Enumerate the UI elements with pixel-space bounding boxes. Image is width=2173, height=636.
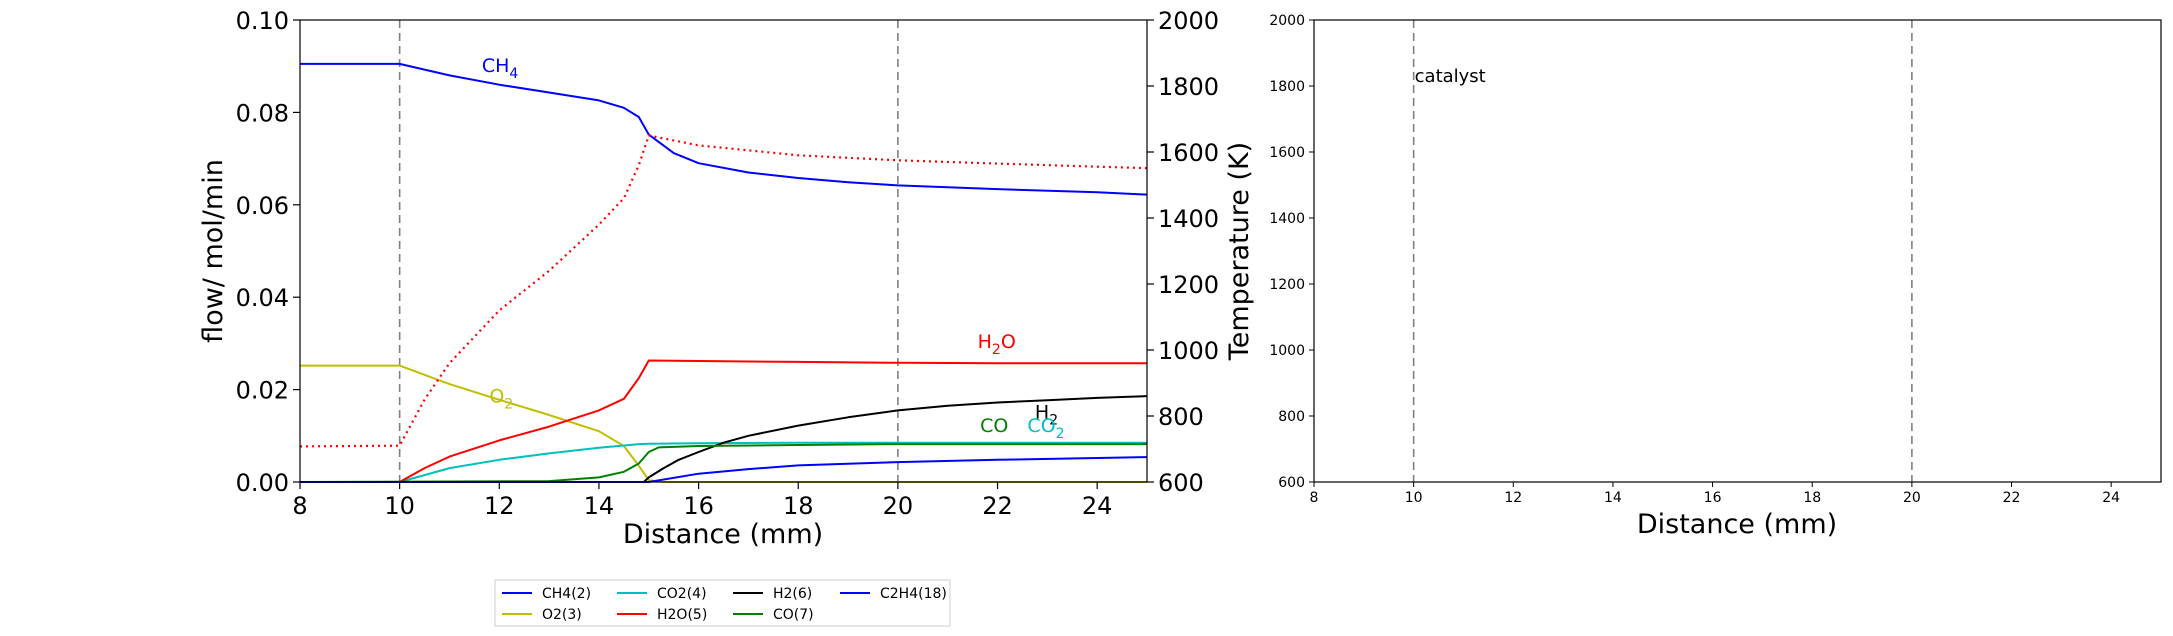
right-catalyst-lines <box>1414 20 1912 482</box>
x-tick-label: 20 <box>1903 490 1921 506</box>
y-tick-label: 0.02 <box>236 377 289 405</box>
left-y2-ticks: 600 800 1000 1200 1400 1600 1800 2000 <box>1147 7 1219 497</box>
x-tick-label: 14 <box>584 492 615 520</box>
y-tick-label: 600 <box>1278 475 1305 491</box>
x-tick-label: 18 <box>783 492 814 520</box>
legend-label: O2(3) <box>542 607 582 623</box>
x-tick-label: 22 <box>2003 490 2021 506</box>
y-tick-label: 0.04 <box>236 284 289 312</box>
left-x-axis-label: Distance (mm) <box>623 519 823 550</box>
left-x-ticks: 8 10 12 14 16 18 20 22 24 <box>292 482 1112 520</box>
x-tick-label: 18 <box>1803 490 1821 506</box>
y2-tick-label: 1800 <box>1158 73 1219 101</box>
series-line-co-7 <box>300 444 1147 482</box>
legend-label: H2O(5) <box>657 607 707 623</box>
right-x-ticks: 8 10 12 14 16 18 20 22 24 <box>1310 482 2121 506</box>
left-catalyst-lines <box>400 20 898 482</box>
x-tick-label: 8 <box>1310 490 1319 506</box>
series-line-h2o-5 <box>300 361 1147 483</box>
species-label-co2: CO2 <box>1027 415 1064 442</box>
x-tick-label: 10 <box>1405 490 1423 506</box>
legend: CH4(2) O2(3) CO2(4) H2O(5) H2(6) CO(7) C2H4(18… <box>495 580 950 626</box>
y-tick-label: 1800 <box>1269 79 1305 95</box>
legend-label: CH4(2) <box>542 586 591 602</box>
y2-tick-label: 2000 <box>1158 7 1219 35</box>
series-line-c2h4-18 <box>300 457 1147 482</box>
x-tick-label: 14 <box>1604 490 1622 506</box>
species-label-o2: O2 <box>489 386 513 413</box>
y-tick-label: 0.08 <box>236 99 289 127</box>
x-tick-label: 16 <box>1704 490 1722 506</box>
legend-label: CO2(4) <box>657 586 707 602</box>
y2-tick-label: 1600 <box>1158 139 1219 167</box>
x-tick-label: 16 <box>683 492 714 520</box>
right-annotations: catalyst <box>1415 66 1486 87</box>
left-y2-axis-label: Temperature (K) <box>1224 142 1255 361</box>
right-plot-frame <box>1314 20 2161 482</box>
y2-tick-label: 800 <box>1158 403 1204 431</box>
left-series-group <box>300 64 1147 482</box>
right-chart: 8 10 12 14 16 18 20 22 24 600 800 1000 1200 1400 1600… <box>1269 13 2161 540</box>
y2-tick-label: 1200 <box>1158 271 1219 299</box>
x-tick-label: 8 <box>292 492 307 520</box>
x-tick-label: 20 <box>883 492 914 520</box>
series-line-h2-6 <box>300 396 1147 482</box>
y2-tick-label: 600 <box>1158 469 1204 497</box>
x-tick-label: 12 <box>484 492 515 520</box>
y-tick-label: 0.06 <box>236 192 289 220</box>
y-tick-label: 1600 <box>1269 145 1305 161</box>
x-tick-label: 10 <box>384 492 415 520</box>
y2-tick-label: 1000 <box>1158 337 1219 365</box>
x-tick-label: 24 <box>2102 490 2120 506</box>
x-tick-label: 12 <box>1504 490 1522 506</box>
left-chart: 8 10 12 14 16 18 20 22 24 0.000.020.040.060.080.… <box>198 7 1255 550</box>
left-plot-frame <box>300 20 1147 482</box>
series-line-o2-3 <box>300 366 1147 482</box>
left-y-ticks: 0.00 0.02 0.04 0.06 0.08 0.10 <box>236 7 300 497</box>
species-label-co: CO <box>980 415 1008 437</box>
y-tick-label: 2000 <box>1269 13 1305 29</box>
right-x-axis-label: Distance (mm) <box>1637 509 1837 540</box>
species-label-ch4: CH4 <box>482 55 519 82</box>
legend-label: CO(7) <box>773 607 814 623</box>
y-tick-label: 1200 <box>1269 277 1305 293</box>
y-tick-label: 800 <box>1278 409 1305 425</box>
y2-tick-label: 1400 <box>1158 205 1219 233</box>
y-tick-label: 1400 <box>1269 211 1305 227</box>
catalyst-label: catalyst <box>1415 66 1486 87</box>
y-tick-label: 0.10 <box>236 7 289 35</box>
right-y-ticks: 600 800 1000 1200 1400 1600 1800 2000 <box>1269 13 1314 491</box>
x-tick-label: 24 <box>1082 492 1113 520</box>
y-tick-label: 1000 <box>1269 343 1305 359</box>
legend-label: C2H4(18) <box>880 586 947 602</box>
series-line-temperature <box>300 136 1147 447</box>
y-tick-label: 0.00 <box>236 469 289 497</box>
left-y-axis-label: flow/ mol/min <box>198 159 229 343</box>
x-tick-label: 22 <box>982 492 1013 520</box>
species-label-h2o: H2O <box>978 331 1016 358</box>
series-line-co2-4 <box>300 443 1147 482</box>
series-line-ch4-2 <box>300 64 1147 195</box>
legend-label: H2(6) <box>773 586 812 602</box>
